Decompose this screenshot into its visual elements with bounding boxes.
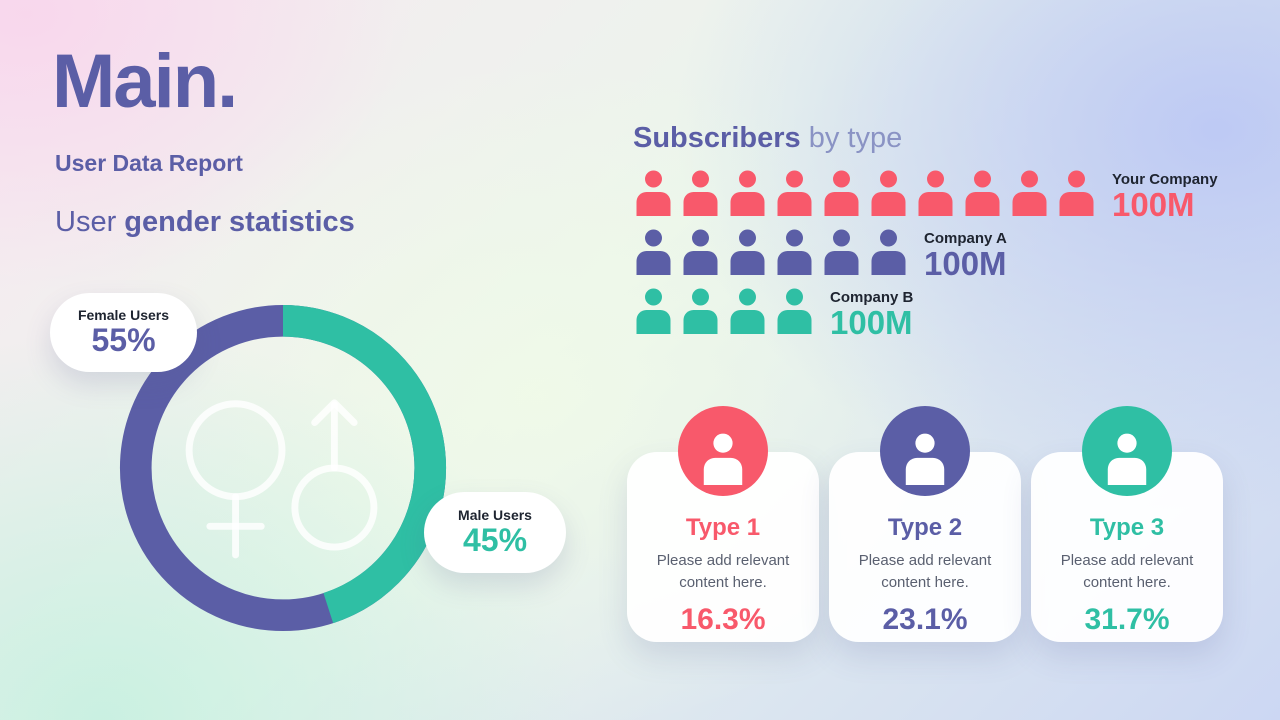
subscriber-row-label: Company B 100M [830, 288, 914, 339]
donut-male-segment [119, 304, 447, 632]
subscriber-row: Company A 100M [633, 229, 1218, 280]
type-card-value: 23.1% [882, 602, 968, 636]
subscribers-title-bold: Subscribers [633, 122, 801, 154]
subscriber-row-label: Company A 100M [924, 229, 1007, 280]
male-symbol-icon [291, 399, 378, 551]
type-card-3: Type 3 Please add relevant content here.… [1031, 406, 1223, 642]
person-icon [1059, 170, 1094, 216]
person-icon [683, 229, 718, 275]
person-icon [777, 288, 812, 334]
type-card-value: 31.7% [1084, 602, 1170, 636]
person-avatar-icon [880, 406, 970, 496]
company-value: 100M [924, 245, 1007, 282]
person-icon [636, 170, 671, 216]
type-card-1: Type 1 Please add relevant content here.… [627, 406, 819, 642]
type-card-2: Type 2 Please add relevant content here.… [829, 406, 1021, 642]
person-icon [636, 229, 671, 275]
type-card-value: 16.3% [680, 602, 766, 636]
report-subtitle: User Data Report [55, 150, 243, 176]
person-icon [730, 170, 765, 216]
subscribers-title: Subscribers by type [633, 122, 902, 155]
person-icon [683, 288, 718, 334]
brand-title: Main. [52, 39, 238, 124]
company-name: Company B [830, 289, 914, 306]
subscribers-pictogram: Your Company 100M Company A 100M Company B 10… [633, 170, 1218, 339]
type-card-description: Please add relevant content here. [656, 552, 790, 591]
person-icon-group [633, 288, 815, 334]
section-title-bold: gender statistics [124, 206, 355, 238]
male-users-label: Male Users [458, 506, 532, 523]
person-icon [777, 229, 812, 275]
person-icon [683, 170, 718, 216]
gender-donut-chart [119, 304, 447, 632]
type-card-title: Type 3 [1089, 514, 1165, 541]
subscriber-row-label: Your Company 100M [1112, 170, 1218, 221]
person-icon [918, 170, 953, 216]
person-icon-group [633, 170, 1097, 216]
male-users-value: 45% [462, 521, 528, 558]
person-icon [824, 170, 859, 216]
section-title-light: User [55, 206, 125, 238]
male-users-badge: Male Users 45% [424, 492, 566, 573]
person-icon [824, 229, 859, 275]
type-card-description: Please add relevant content here. [858, 552, 992, 591]
section-title: User gender statistics [55, 206, 355, 239]
subscriber-row: Your Company 100M [633, 170, 1218, 221]
person-avatar-icon [678, 406, 768, 496]
type-card-description: Please add relevant content here. [1060, 552, 1194, 591]
type-card-title: Type 1 [685, 514, 761, 541]
person-icon [871, 229, 906, 275]
person-icon [965, 170, 1000, 216]
female-users-value: 55% [91, 321, 156, 358]
person-icon [871, 170, 906, 216]
type-card-title: Type 2 [887, 514, 963, 541]
female-symbol-icon [185, 400, 286, 559]
person-icon [777, 170, 812, 216]
company-name: Company A [924, 230, 1007, 247]
subscribers-title-light: by type [800, 122, 903, 154]
company-name: Your Company [1112, 171, 1218, 188]
person-icon [1012, 170, 1047, 216]
subscriber-row: Company B 100M [633, 288, 1218, 339]
female-users-label: Female Users [77, 306, 170, 323]
person-icon [730, 229, 765, 275]
person-icon [636, 288, 671, 334]
female-users-badge: Female Users 55% [50, 293, 197, 372]
person-icon [730, 288, 765, 334]
company-value: 100M [1112, 186, 1195, 223]
person-avatar-icon [1082, 406, 1172, 496]
person-icon-group [633, 229, 909, 275]
company-value: 100M [830, 304, 913, 341]
